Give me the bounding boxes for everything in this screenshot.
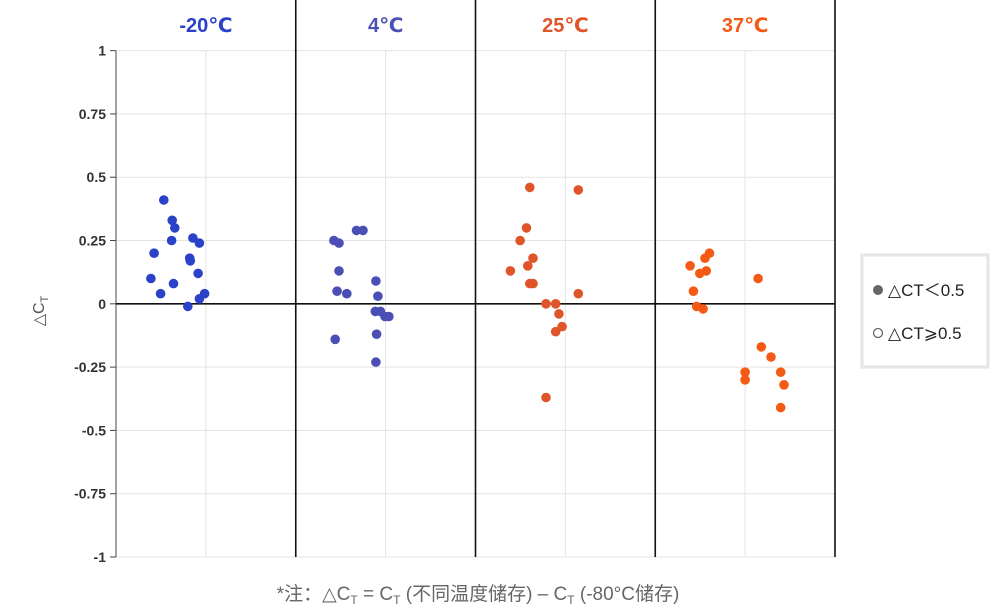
data-point xyxy=(194,294,205,304)
data-point xyxy=(371,329,382,340)
axes: 1 0.75 0.5 0.25 0 -0.25 -0.5 -0.75 -1 xyxy=(74,0,836,565)
y-tick-label: 1 xyxy=(98,43,106,59)
data-point xyxy=(775,367,786,378)
data-point xyxy=(779,380,789,390)
data-point xyxy=(525,182,535,193)
data-point xyxy=(541,299,551,309)
legend: △CT＜0.5 △CT⩾0.5 xyxy=(860,253,990,369)
data-point xyxy=(753,273,763,284)
data-point xyxy=(573,288,584,299)
data-point xyxy=(557,321,567,332)
data-point xyxy=(183,301,193,312)
data-point xyxy=(528,253,538,263)
data-point xyxy=(541,392,551,403)
y-tick-label: 0.5 xyxy=(87,169,107,185)
data-point xyxy=(695,268,705,279)
legend-marker-filled xyxy=(873,285,883,295)
data-point xyxy=(155,288,166,299)
data-point xyxy=(332,286,342,297)
y-tick-label: -0.5 xyxy=(82,422,106,438)
data-point xyxy=(505,266,516,276)
data-point xyxy=(358,225,368,236)
data-point xyxy=(334,238,344,248)
data-point xyxy=(342,288,352,299)
data-point xyxy=(554,309,564,319)
data-point xyxy=(775,402,786,413)
data-point xyxy=(550,299,561,309)
y-tick-label: 0 xyxy=(98,296,106,312)
panel-label: 25℃ xyxy=(542,15,588,37)
data-point xyxy=(149,248,159,258)
data-point xyxy=(550,326,561,337)
data-point xyxy=(194,238,205,248)
data-point xyxy=(528,278,538,289)
data-point xyxy=(521,223,532,233)
data-point xyxy=(740,375,750,385)
data-point xyxy=(188,233,198,243)
data-point xyxy=(384,311,394,322)
data-point xyxy=(371,357,381,367)
legend-box xyxy=(861,254,989,368)
legend-marker-hollow xyxy=(872,327,884,339)
data-points xyxy=(146,182,789,413)
data-point xyxy=(373,291,383,302)
data-point xyxy=(185,255,196,266)
panel-label: 37℃ xyxy=(722,15,768,37)
data-point xyxy=(698,304,708,314)
data-point xyxy=(168,278,179,289)
data-point xyxy=(371,276,381,286)
legend-item-filled: △CT＜0.5 xyxy=(888,281,964,300)
y-tick-label: -1 xyxy=(94,549,107,565)
data-point xyxy=(685,261,695,271)
y-tick-label: -0.25 xyxy=(74,359,106,375)
data-point xyxy=(573,185,584,195)
y-tick-label: -0.75 xyxy=(74,486,106,502)
data-point xyxy=(756,342,767,352)
y-axis-label: △CT xyxy=(31,295,51,326)
data-point xyxy=(740,367,750,378)
panel-label: -20℃ xyxy=(179,15,232,37)
footnote: *注：△CT = CT (不同温度储存) – CT (-80°C储存) xyxy=(277,583,680,607)
data-point xyxy=(523,261,533,271)
panel-labels: -20℃ 4℃ 25℃ 37℃ xyxy=(179,15,768,37)
data-point xyxy=(766,352,776,362)
data-point xyxy=(170,223,180,233)
data-point xyxy=(688,286,699,297)
data-point xyxy=(167,215,177,226)
data-point xyxy=(330,334,341,345)
data-point xyxy=(159,195,169,205)
data-point xyxy=(700,253,710,263)
y-tick-label: 0.25 xyxy=(79,233,106,249)
data-point xyxy=(193,268,203,279)
data-point xyxy=(515,235,525,246)
data-point xyxy=(166,235,177,246)
legend-item-hollow: △CT⩾0.5 xyxy=(888,324,962,343)
y-tick-label: 0.75 xyxy=(79,106,106,122)
data-point xyxy=(334,266,344,276)
data-point xyxy=(146,273,156,284)
panel-label: 4℃ xyxy=(368,15,403,37)
